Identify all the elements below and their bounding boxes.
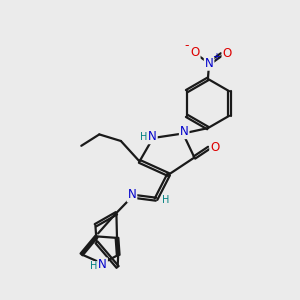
Text: O: O <box>210 141 219 154</box>
Text: O: O <box>190 46 200 59</box>
Text: N: N <box>128 188 136 202</box>
Text: +: + <box>212 52 220 62</box>
Text: N: N <box>205 57 214 70</box>
Text: N: N <box>98 258 107 272</box>
Text: H: H <box>90 261 97 272</box>
Text: H: H <box>140 132 148 142</box>
Text: H: H <box>162 195 169 205</box>
Text: N: N <box>148 130 157 143</box>
Text: -: - <box>184 39 189 52</box>
Text: O: O <box>223 47 232 60</box>
Text: N: N <box>180 125 189 138</box>
